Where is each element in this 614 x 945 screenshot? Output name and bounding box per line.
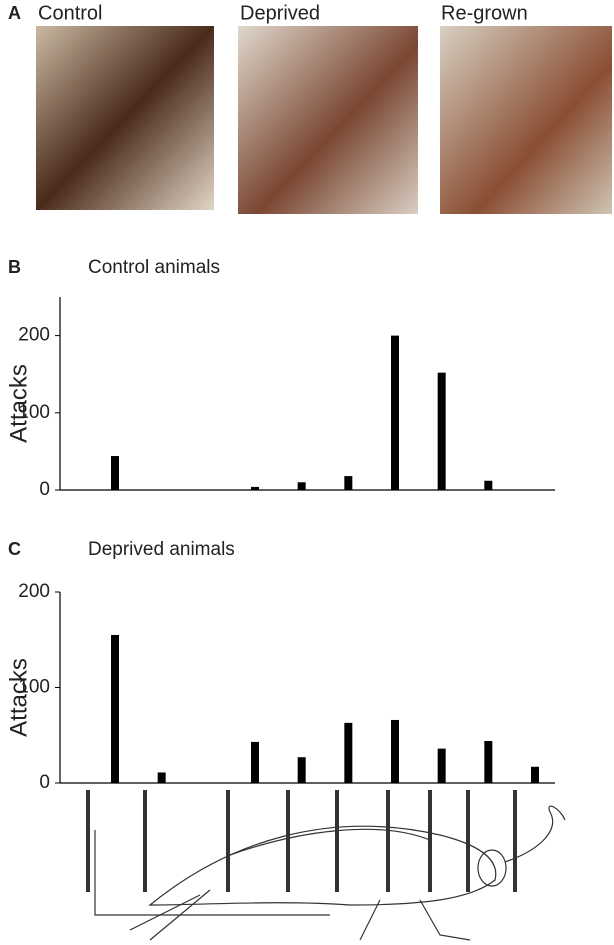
y-tick-label: 100 — [18, 677, 50, 698]
bar — [111, 634, 119, 783]
y-tick-label: 200 — [18, 325, 50, 346]
panel-label: B — [8, 257, 21, 277]
bar — [484, 480, 493, 490]
bar — [251, 486, 259, 490]
bar — [391, 719, 399, 783]
bar — [111, 456, 119, 490]
y-tick-label: 100 — [18, 402, 50, 423]
bar — [344, 476, 353, 490]
bar — [437, 748, 446, 783]
photo — [36, 26, 214, 210]
photo-label: Deprived — [240, 2, 320, 24]
y-axis-label: Attacks — [5, 364, 32, 443]
y-tick-label: 0 — [39, 772, 50, 793]
y-tick-label: 200 — [18, 581, 50, 602]
bar — [344, 722, 353, 783]
photo-label: Re-grown — [441, 2, 528, 24]
bar — [297, 757, 306, 783]
bar — [297, 482, 306, 490]
chart-title: Control animals — [88, 257, 220, 278]
photo — [440, 26, 612, 214]
y-tick-label: 0 — [39, 479, 50, 500]
bar — [251, 741, 259, 783]
chart-title: Deprived animals — [88, 539, 235, 560]
panel-label: A — [8, 3, 21, 23]
bar — [437, 372, 446, 490]
bar — [484, 740, 493, 783]
photo — [238, 26, 418, 214]
bar — [157, 772, 166, 783]
photo-label: Control — [38, 2, 102, 24]
insect-drawing — [86, 790, 566, 941]
bar — [391, 335, 399, 490]
panel-label: C — [8, 539, 21, 559]
bar — [531, 766, 539, 783]
y-axis-label: Attacks — [5, 658, 32, 737]
